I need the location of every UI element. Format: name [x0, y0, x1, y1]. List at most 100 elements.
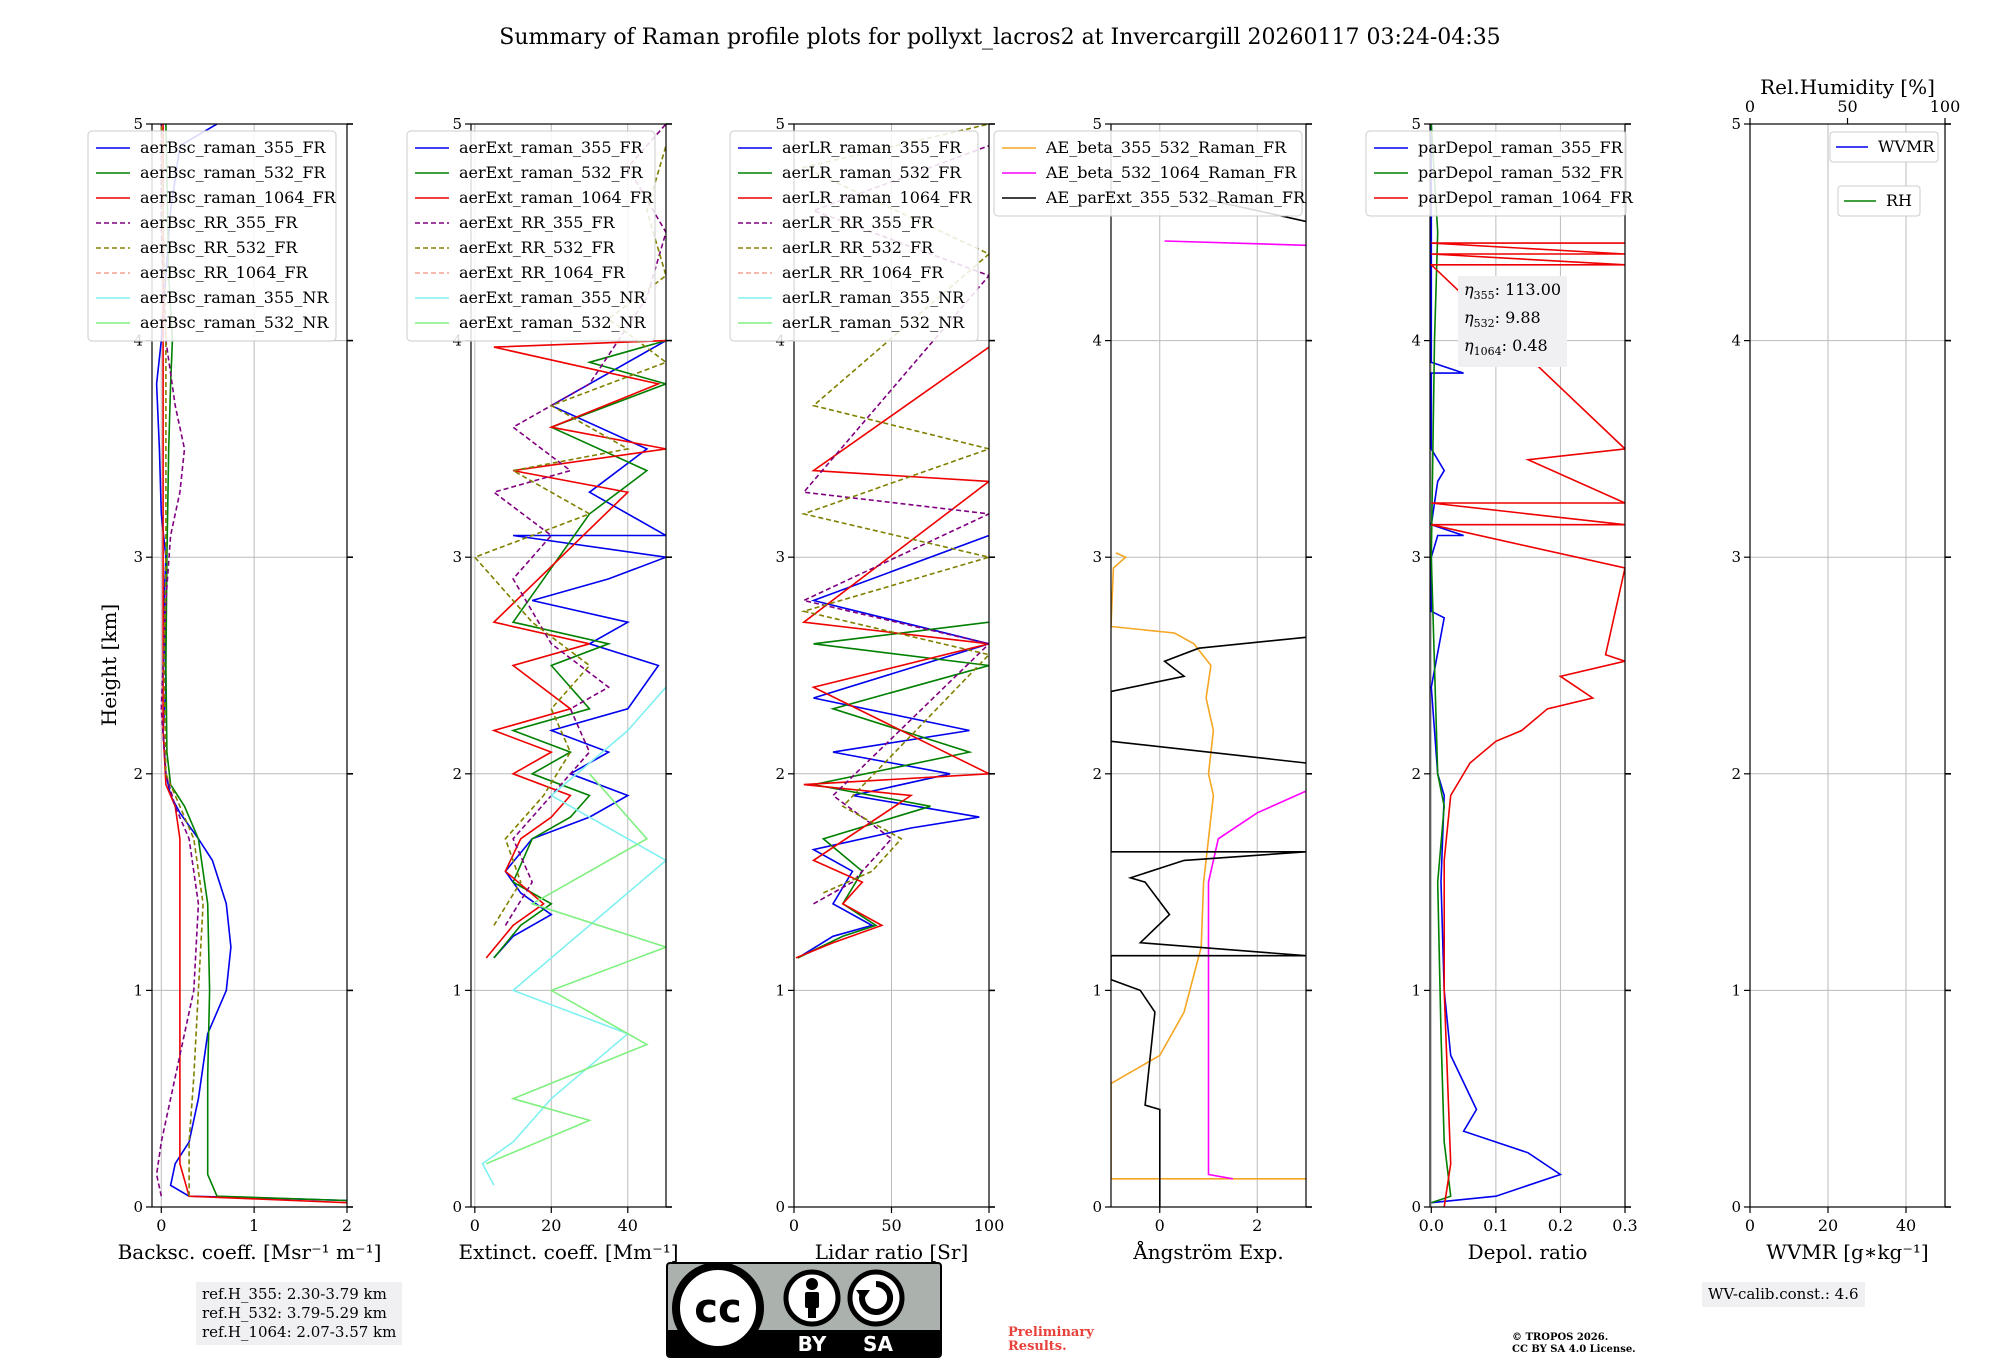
legend-label: aerLR_raman_1064_FR [782, 188, 972, 207]
series-line-parDepol_raman_532_FR [1430, 124, 1452, 1204]
legend-label: AE_beta_532_1064_Raman_FR [1045, 163, 1297, 182]
panel-bsc: 012012345Backsc. coeff. [Msr⁻¹ m⁻¹]aerBs… [87, 115, 382, 1264]
y-tick-label: 2 [452, 765, 462, 783]
sa-label: SA [863, 1332, 893, 1356]
x-tick-label: 0 [789, 1216, 799, 1235]
y-tick-label: 4 [1092, 332, 1102, 350]
legend-label: aerExt_raman_532_FR [459, 163, 644, 182]
x-tick-label: 40 [618, 1216, 638, 1235]
series-line-aerExt_raman_355_NR [481, 686, 666, 1186]
x-axis-label: Depol. ratio [1468, 1240, 1588, 1264]
preliminary-note: Preliminary Results. [1008, 1326, 1094, 1354]
by-label: BY [798, 1332, 827, 1356]
legend-label: aerBsc_raman_355_NR [140, 288, 329, 307]
series-line-aerExt_raman_355_FR [493, 339, 666, 959]
y-tick-label: 3 [775, 548, 785, 566]
legend-label: aerBsc_RR_355_FR [140, 213, 298, 232]
y-tick-label: 3 [1731, 548, 1741, 566]
x-axis-label: Backsc. coeff. [Msr⁻¹ m⁻¹] [118, 1240, 382, 1264]
y-tick-label: 4 [1731, 332, 1741, 350]
legend-label: aerExt_raman_355_FR [459, 138, 644, 157]
y-tick-label: 3 [452, 548, 462, 566]
legend-label: aerExt_raman_355_NR [459, 288, 647, 307]
y-tick-label: 5 [452, 115, 462, 133]
legend-ext: aerExt_raman_355_FR aerExt_raman_532_FRae… [406, 130, 656, 342]
legend-label: parDepol_raman_532_FR [1418, 163, 1624, 182]
top-tick-label: 50 [1837, 97, 1857, 116]
y-tick-label: 0 [1731, 1198, 1741, 1216]
x-tick-label: 2 [1252, 1216, 1262, 1235]
x-tick-label: 0 [156, 1216, 166, 1235]
copyright-line-2: CC BY SA 4.0 License. [1512, 1344, 1636, 1355]
series-line-aerLR_RR_532_FR [800, 124, 989, 894]
legend-depol: parDepol_raman_355_FR parDepol_raman_532_… [1365, 130, 1634, 217]
y-tick-label: 2 [775, 765, 785, 783]
x-tick-label: 0 [1155, 1216, 1165, 1235]
x-tick-label: 1 [249, 1216, 259, 1235]
legend-frame [1837, 185, 1921, 217]
legend-label: aerExt_RR_1064_FR [459, 263, 626, 282]
legend-RH: RH [1837, 185, 1921, 217]
reference-height-1064: ref.H_1064: 2.07-3.57 km [202, 1323, 397, 1341]
y-axis-label: Height [km] [97, 604, 121, 726]
top-tick-label: 0 [1745, 97, 1755, 116]
legend-frame [729, 130, 979, 342]
x-axis-label: Extinct. coeff. [Mm⁻¹] [458, 1240, 678, 1264]
legend-label: WVMR [1878, 137, 1935, 156]
y-tick-label: 5 [1092, 115, 1102, 133]
top-axis-label: Rel.Humidity [%] [1760, 75, 1935, 99]
x-tick-label: 0.2 [1548, 1216, 1573, 1235]
y-tick-label: 2 [1092, 765, 1102, 783]
legend-label: aerLR_RR_532_FR [782, 238, 934, 257]
y-tick-label: 1 [775, 981, 785, 999]
y-tick-label: 0 [1092, 1198, 1102, 1216]
legend-label: aerExt_raman_1064_FR [459, 188, 654, 207]
reference-height-532: ref.H_532: 3.79-5.29 km [202, 1304, 387, 1322]
legend-label: RH [1886, 191, 1912, 210]
y-tick-label: 3 [1092, 548, 1102, 566]
legend-frame [1365, 130, 1627, 217]
legend-label: aerExt_RR_355_FR [459, 213, 616, 232]
x-tick-label: 20 [541, 1216, 561, 1235]
legend-label: parDepol_raman_355_FR [1418, 138, 1624, 157]
reference-height-355: ref.H_355: 2.30-3.79 km [202, 1285, 387, 1303]
series-group [1430, 124, 1625, 1207]
eta-532: η532: 9.88 [1464, 308, 1541, 331]
copyright-note: © TROPOS 2026. CC BY SA 4.0 License. [1512, 1332, 1636, 1356]
legend-label: aerBsc_raman_532_NR [140, 313, 329, 332]
y-tick-label: 2 [1731, 765, 1741, 783]
series-line-aerLR_raman_532_FR [797, 621, 989, 959]
y-tick-label: 4 [1411, 332, 1421, 350]
series-line-aerExt_raman_532_NR [485, 773, 666, 1165]
y-tick-label: 1 [1092, 981, 1102, 999]
y-tick-label: 3 [133, 548, 143, 566]
series-line-aerBsc_RR_532_FR [160, 124, 204, 1197]
figure-title: Summary of Raman profile plots for polly… [499, 25, 1500, 50]
legend-lr: aerLR_raman_355_FR aerLR_raman_532_FR aerL… [729, 130, 979, 342]
panel-wv: 0 20 40 0 1 2 3 4 5 WVMR [g∗kg⁻¹] 0 50 100Rel.Humidi… [1731, 75, 1960, 1264]
x-tick-label: 2 [342, 1216, 352, 1235]
y-tick-label: 5 [1731, 115, 1741, 133]
series-line-aerBsc_raman_532_FR [165, 124, 347, 1202]
top-tick-label: 100 [1930, 97, 1961, 116]
panel-depol: 0.0 0.1 0.2 0.3 0 1 2 3 4 5 Depol. ratio parDepol_r… [1365, 115, 1638, 1264]
eta-1064: η1064: 0.48 [1464, 336, 1548, 359]
wv-calibration-box: WV-calib.const.: 4.6 [1702, 1282, 1865, 1307]
legend-label: aerExt_raman_532_NR [459, 313, 647, 332]
series-line-AE_beta_355_532_Raman_FR [1111, 552, 1306, 1180]
axes-frame [151, 123, 348, 1208]
panel-ae: 0 2 0 1 2 3 4 5 Ångström Exp. AE_beta_355_532_Ram… [993, 115, 1312, 1264]
series-line-aerExt_raman_1064_FR [485, 339, 666, 959]
series-group [155, 124, 347, 1204]
legend-label: aerBsc_raman_1064_FR [140, 188, 337, 207]
eta-box: η355: 113.00 η532: 9.88 η1064: 0.48 [1458, 276, 1568, 367]
x-tick-label: 0.3 [1612, 1216, 1637, 1235]
x-tick-label: 100 [974, 1216, 1005, 1235]
series-line-aerBsc_raman_355_FR [155, 124, 347, 1202]
legend-frame [406, 130, 656, 342]
y-tick-label: 5 [133, 115, 143, 133]
legend-label: aerLR_raman_355_NR [782, 288, 965, 307]
axes-frame [1749, 123, 1946, 1208]
legend-WVMR: WVMR [1829, 131, 1939, 163]
